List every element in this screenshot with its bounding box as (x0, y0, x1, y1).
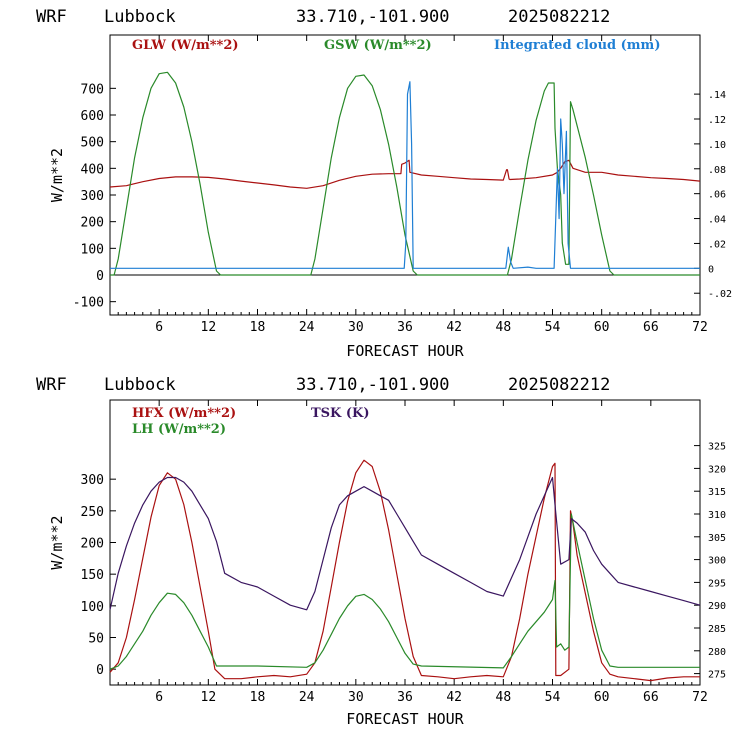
y2-tick-label: 290 (708, 601, 726, 612)
x-tick-label: 12 (201, 690, 217, 705)
y-tick-label: 0 (96, 663, 104, 678)
y-tick-label: -100 (73, 296, 104, 311)
y-tick-label: 200 (81, 537, 104, 552)
y-tick-label: 300 (81, 189, 104, 204)
x-tick-label: 60 (594, 320, 610, 335)
panel-0-series-line-1 (110, 71, 700, 276)
legend-label: TSK (K) (311, 406, 370, 421)
header-run: 2025082212 (508, 7, 610, 27)
legend-label: GSW (W/m**2) (324, 38, 432, 53)
y-tick-label: 300 (81, 473, 104, 488)
panel-1-series-line-2 (109, 476, 701, 611)
legend-label: GLW (W/m**2) (132, 38, 239, 53)
y2-tick-label: 300 (708, 556, 726, 567)
panel-1-series-line-0 (109, 459, 700, 682)
x-tick-label: 72 (692, 320, 708, 335)
y2-tick-label: .14 (708, 90, 726, 101)
header-run: 2025082212 (508, 375, 610, 395)
y2-tick-label: 310 (708, 510, 726, 521)
x-tick-label: 42 (446, 320, 462, 335)
y2-tick-label: .08 (708, 165, 726, 176)
header-coords: 33.710,-101.900 (296, 375, 450, 395)
x-tick-label: 24 (299, 690, 315, 705)
x-tick-label: 42 (446, 690, 462, 705)
surface-flux-panel: WRF Lubbock 33.710,-101.900 2025082212 6 12 18… (36, 375, 726, 728)
y2-tick-label: 0 (708, 264, 714, 275)
y2-tick-label: .02 (708, 239, 726, 250)
x-tick-label: 48 (496, 320, 512, 335)
x-tick-label: 54 (545, 690, 561, 705)
y2-tick-label: .06 (708, 190, 726, 201)
y2-tick-label: 325 (708, 442, 726, 453)
y-axis-label: W/m**2 (48, 515, 66, 569)
panel-0-series-line-2 (110, 81, 700, 269)
x-tick-label: 72 (692, 690, 708, 705)
panel-1-series-line-1 (109, 513, 700, 670)
y-tick-label: 700 (81, 82, 104, 97)
x-tick-label: 24 (299, 320, 315, 335)
y2-tick-label: 305 (708, 533, 726, 544)
x-tick-label: 6 (155, 690, 163, 705)
header-model: WRF (36, 7, 67, 27)
x-tick-label: 36 (397, 320, 413, 335)
header-station: Lubbock (104, 375, 176, 395)
y-tick-label: 200 (81, 216, 104, 231)
x-tick-label: 48 (496, 690, 512, 705)
y-tick-label: 100 (81, 242, 104, 257)
header-model: WRF (36, 375, 67, 395)
y-tick-label: 600 (81, 109, 104, 124)
x-tick-label: 18 (250, 320, 266, 335)
y2-tick-label: 315 (708, 487, 726, 498)
y2-tick-label: -.02 (708, 289, 732, 300)
y-tick-label: 50 (88, 632, 104, 647)
panel-0-series-line-0 (109, 159, 701, 189)
x-tick-label: 12 (201, 320, 217, 335)
y-tick-label: 100 (81, 600, 104, 615)
y-axis-label: W/m**2 (48, 148, 66, 202)
x-tick-label: 54 (545, 320, 561, 335)
y2-tick-label: 320 (708, 464, 726, 475)
x-tick-label: 30 (348, 320, 364, 335)
x-tick-label: 6 (155, 320, 163, 335)
y-tick-label: 150 (81, 568, 104, 583)
y2-tick-label: .10 (708, 140, 726, 151)
y2-tick-label: .04 (708, 215, 726, 226)
y-tick-label: 400 (81, 162, 104, 177)
x-axis-label: FORECAST HOUR (346, 342, 464, 360)
x-tick-label: 30 (348, 690, 364, 705)
legend-label: HFX (W/m**2) (132, 406, 236, 421)
header-coords: 33.710,-101.900 (296, 7, 450, 27)
y2-tick-label: .12 (708, 115, 726, 126)
y2-tick-label: 280 (708, 647, 726, 658)
legend-label: LH (W/m**2) (132, 422, 226, 437)
legend-label: Integrated cloud (mm) (494, 38, 660, 53)
header-station: Lubbock (104, 7, 176, 27)
x-tick-label: 60 (594, 690, 610, 705)
y-tick-label: 250 (81, 505, 104, 520)
x-tick-label: 36 (397, 690, 413, 705)
y2-tick-label: 295 (708, 578, 726, 589)
y-tick-label: 0 (96, 269, 104, 284)
x-axis-label: FORECAST HOUR (346, 710, 464, 728)
y2-tick-label: 285 (708, 624, 726, 635)
x-tick-label: 18 (250, 690, 266, 705)
plot-frame (109, 399, 701, 686)
radiation-panel: WRF Lubbock 33.710,-101.900 2025082212 6 12 18… (36, 7, 732, 360)
x-tick-label: 66 (643, 320, 659, 335)
y-tick-label: 500 (81, 136, 104, 151)
x-tick-label: 66 (643, 690, 659, 705)
y2-tick-label: 275 (708, 670, 726, 681)
